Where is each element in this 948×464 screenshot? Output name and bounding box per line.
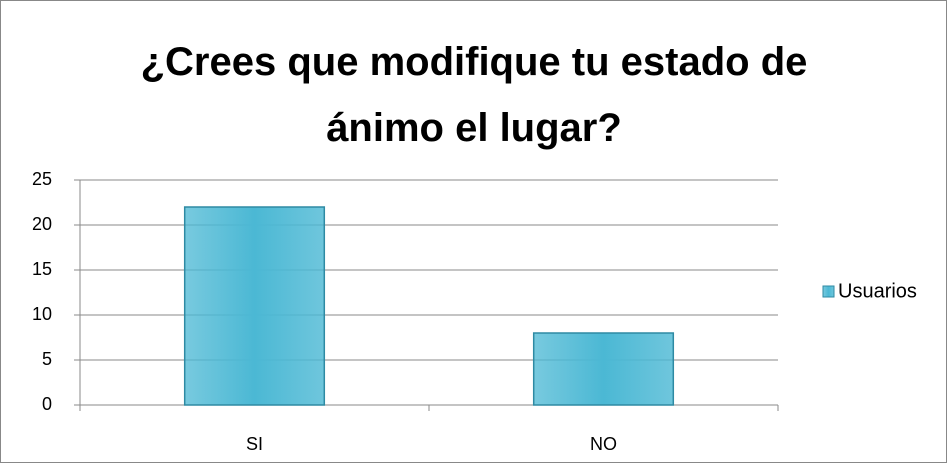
- y-tick-label: 10: [32, 304, 52, 324]
- bar: [183, 206, 326, 406]
- legend-label: Usuarios: [838, 280, 917, 302]
- legend-swatch: [822, 285, 835, 298]
- bar: [532, 332, 675, 406]
- y-tick-label: 25: [32, 169, 52, 189]
- y-tick-label: 15: [32, 259, 52, 279]
- y-tick-label: 20: [32, 214, 52, 234]
- x-tick-label: SI: [246, 434, 263, 454]
- chart-title: ¿Crees que modifique tu estado de ánimo …: [140, 40, 808, 150]
- x-tick-label: NO: [590, 434, 617, 454]
- y-tick-label: 0: [42, 394, 52, 414]
- y-tick-label: 5: [42, 349, 52, 369]
